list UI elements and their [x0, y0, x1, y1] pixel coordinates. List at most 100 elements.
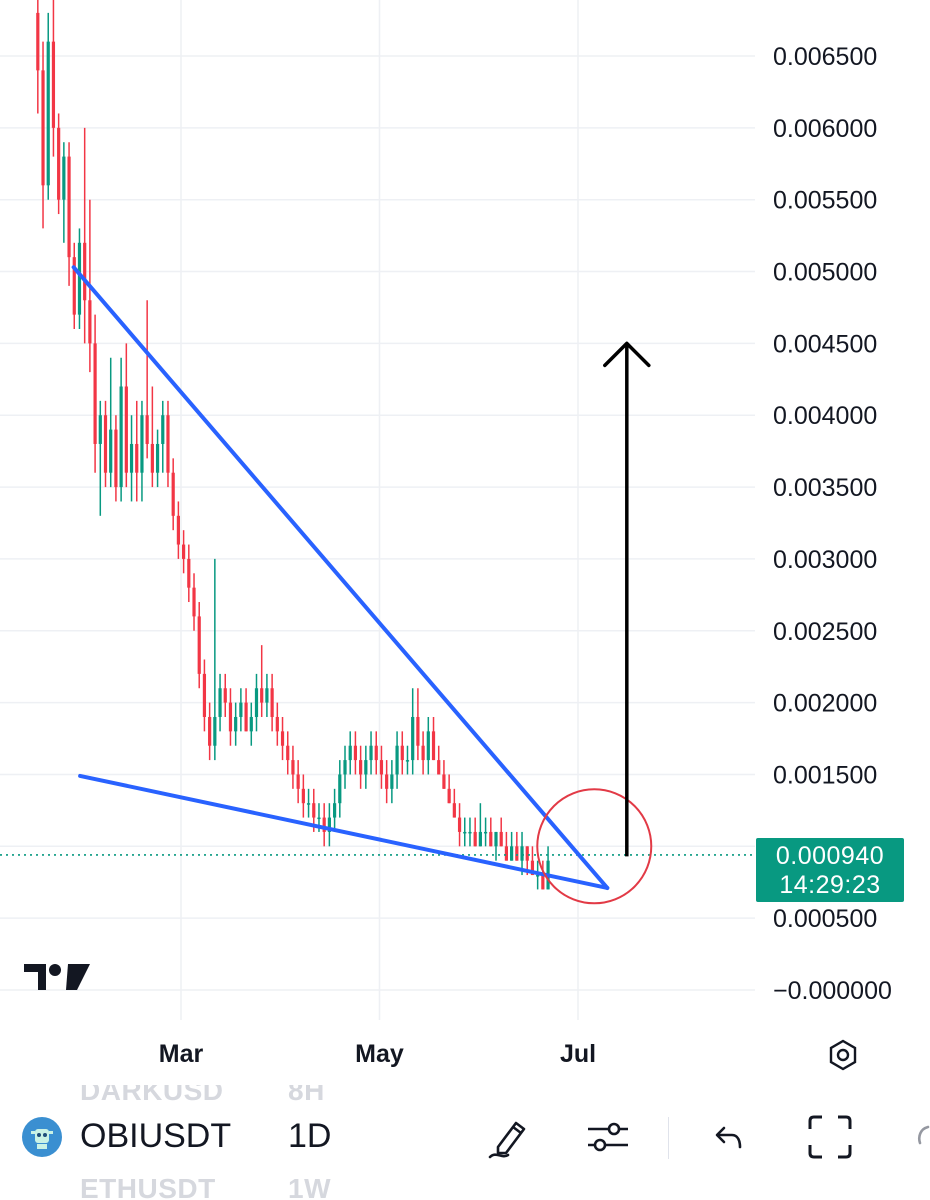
- y-tick-label: 0.004500: [773, 330, 877, 358]
- candle-body: [223, 688, 227, 703]
- candle-body: [187, 558, 191, 588]
- candle: [145, 300, 149, 459]
- price-chart[interactable]: 0.006500 0.006000 0.005500 0.005000 0.004500…: [0, 0, 930, 1085]
- candle-body: [364, 760, 368, 775]
- candle-body: [322, 817, 326, 832]
- y-tick-label: −0.000000: [773, 977, 892, 1005]
- candle-body: [499, 831, 503, 847]
- candle: [135, 400, 139, 502]
- candle-body: [176, 515, 180, 545]
- candle-body: [510, 846, 514, 861]
- y-tick-label: 0.003500: [773, 474, 877, 502]
- candle: [306, 788, 311, 818]
- candle: [437, 745, 441, 775]
- candle: [182, 530, 186, 574]
- candle-body: [437, 760, 441, 775]
- candle-body: [192, 587, 196, 617]
- indicators-sliders-icon[interactable]: [584, 1113, 632, 1161]
- x-tick-label: Mar: [159, 1040, 204, 1068]
- candle-body: [301, 788, 305, 804]
- candle-body: [296, 774, 300, 789]
- candle: [322, 803, 326, 847]
- candle-body: [431, 731, 436, 761]
- y-tick-label: 0.004000: [773, 402, 877, 430]
- x-tick-label: Jul: [560, 1040, 596, 1068]
- candle-body: [390, 774, 394, 789]
- candle: [379, 745, 384, 789]
- candle-body: [239, 702, 243, 717]
- candle-body: [83, 242, 87, 301]
- candle-body: [374, 745, 378, 761]
- candle-body: [494, 831, 498, 847]
- candle: [83, 127, 87, 344]
- candle-body: [447, 788, 451, 804]
- last-price-badge: 0.000940 14:29:23: [756, 838, 904, 902]
- candle: [249, 702, 253, 746]
- candle-body: [88, 300, 92, 344]
- symbol-name-button[interactable]: OBIUSDT: [80, 1117, 232, 1155]
- candle: [301, 774, 305, 818]
- candle: [161, 400, 165, 473]
- y-tick-label: 0.005000: [773, 259, 877, 287]
- candle-body: [525, 846, 529, 861]
- candle: [119, 357, 123, 502]
- upper-trendline: [71, 265, 610, 890]
- candle: [431, 716, 436, 761]
- candle-body: [265, 688, 269, 703]
- candle-body: [280, 731, 285, 746]
- candle: [140, 400, 144, 502]
- candle: [103, 400, 108, 488]
- candle: [260, 645, 264, 717]
- candle-body: [483, 831, 488, 834]
- candle: [411, 688, 415, 775]
- candle-body: [291, 760, 295, 775]
- candle-body: [457, 817, 462, 832]
- candle-body: [46, 41, 50, 186]
- candle: [504, 831, 509, 861]
- interval-button[interactable]: 1D: [288, 1117, 332, 1155]
- fullscreen-icon[interactable]: [806, 1113, 854, 1161]
- candle-body: [124, 386, 128, 473]
- candle-body: [332, 803, 337, 818]
- y-tick-label: 0.000500: [773, 905, 877, 933]
- candle-body: [489, 831, 493, 847]
- candle: [62, 142, 66, 243]
- candle: [129, 415, 134, 502]
- candle-body: [145, 415, 149, 444]
- y-tick-label: 0.005500: [773, 187, 877, 215]
- candle: [234, 702, 238, 746]
- x-axis: Mar May Jul: [159, 1040, 596, 1068]
- candle: [483, 817, 488, 847]
- candle: [228, 688, 233, 746]
- candle: [385, 760, 389, 804]
- candle: [327, 803, 331, 847]
- draw-pen-icon[interactable]: [486, 1113, 534, 1161]
- more-tools-icon[interactable]: [912, 1113, 930, 1161]
- candle: [109, 357, 113, 488]
- candle: [223, 673, 227, 717]
- undo-icon[interactable]: [704, 1113, 752, 1161]
- candle-body: [327, 817, 331, 832]
- candle-body: [218, 688, 222, 717]
- candle: [452, 788, 456, 818]
- candle: [296, 760, 300, 804]
- candle: [457, 803, 462, 847]
- settings-gear-icon[interactable]: [826, 1038, 860, 1072]
- candle: [265, 673, 269, 717]
- candle-body: [171, 472, 175, 516]
- bar-countdown: 14:29:23: [779, 871, 881, 899]
- candle: [244, 688, 248, 732]
- candle: [343, 745, 347, 789]
- candle-body: [530, 860, 535, 876]
- candle-body: [98, 415, 102, 444]
- candle-body: [197, 616, 201, 674]
- candle-body: [51, 41, 56, 128]
- drawings: [0, 265, 755, 905]
- candle-body: [478, 831, 482, 847]
- candle-body: [62, 156, 66, 200]
- candle: [390, 760, 394, 804]
- candle: [291, 745, 295, 789]
- candle: [187, 544, 191, 603]
- candle-body: [400, 745, 404, 761]
- symbol-avatar-icon: [22, 1117, 62, 1157]
